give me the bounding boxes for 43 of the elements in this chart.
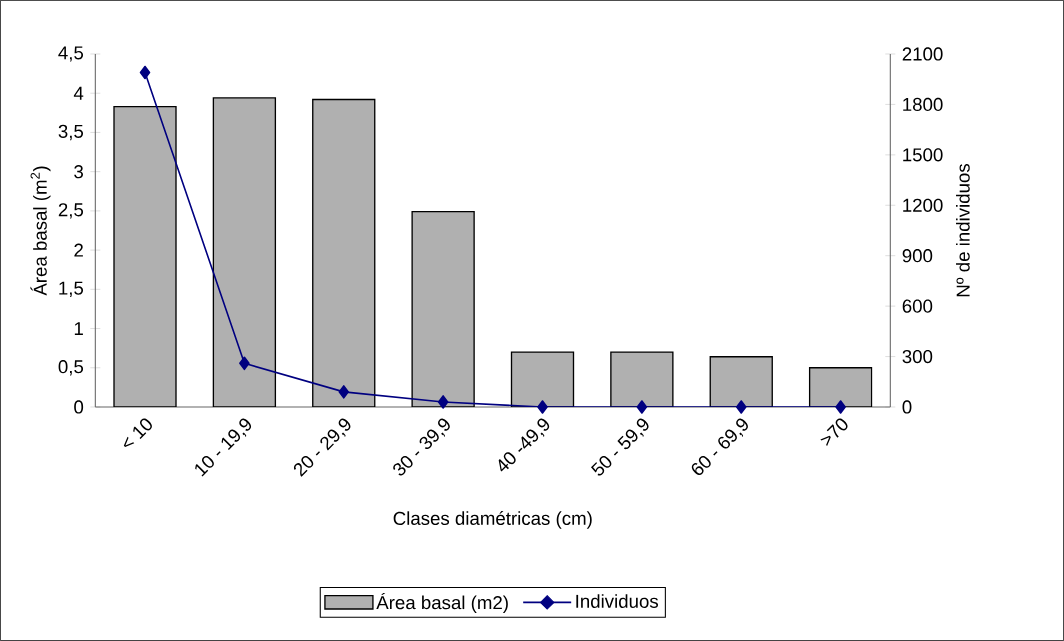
- bar: [312, 98, 376, 407]
- y-tick-label: 2: [74, 243, 83, 257]
- y-tick-label: 4: [73, 86, 84, 100]
- y-tick-label: 3: [74, 165, 84, 179]
- y2-tick-label: 1500: [903, 148, 943, 162]
- bar: [510, 351, 575, 407]
- point: [735, 400, 747, 414]
- y-tick-label: 1: [74, 322, 83, 335]
- x-axis-title: Clases diamétricas (cm): [393, 511, 592, 529]
- y-axis-title: Área basal (m$^{2}$): [30, 166, 51, 296]
- y2-tick-label: 900: [902, 249, 933, 263]
- point: [537, 400, 548, 414]
- point: [636, 400, 648, 414]
- y2-tick-label: 300: [902, 349, 933, 364]
- y-tick-label: 3,5: [58, 124, 84, 141]
- y-tick-label: 0: [74, 400, 84, 414]
- legend-label: Área basal (m2): [376, 592, 508, 613]
- y-tick-label: 2,5: [58, 203, 84, 219]
- y2-axis-title: Nº de individuos: [956, 163, 970, 297]
- legend-label: Individuos: [576, 594, 659, 608]
- bar: [212, 97, 277, 407]
- x-tick-label: 60 - 69,9: [691, 418, 748, 476]
- x-tick-label: >70: [820, 418, 848, 447]
- point: [338, 385, 350, 399]
- x-tick-label: < 10: [123, 418, 152, 448]
- bar: [411, 210, 475, 407]
- x-tick-label: 30 - 39,9: [393, 418, 450, 476]
- y2-tick-label: 600: [902, 299, 933, 313]
- y-tick-label: 1,5: [59, 281, 84, 297]
- bar: [709, 356, 773, 407]
- bar: [113, 105, 177, 407]
- y-tick-label: 0,5: [58, 360, 84, 376]
- y2-tick-label: 2100: [902, 47, 943, 61]
- bar: [610, 351, 674, 407]
- y-tick-label: 4,5: [58, 46, 84, 62]
- y2-tick-label: 1800: [903, 97, 943, 112]
- y2-tick-label: 0: [902, 400, 912, 414]
- point: [139, 65, 151, 80]
- point: [239, 356, 250, 371]
- bar: [808, 367, 873, 407]
- point: [437, 395, 449, 409]
- point: [835, 400, 846, 414]
- y2-tick-label: 1200: [903, 198, 943, 212]
